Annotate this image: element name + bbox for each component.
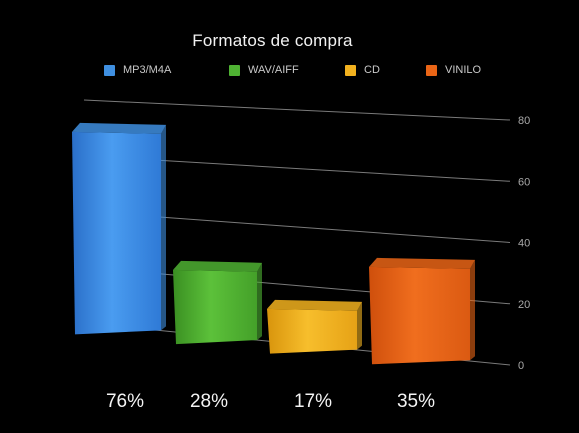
legend-swatch-wav bbox=[229, 64, 240, 76]
legend-label-wav: WAV/AIFF bbox=[248, 64, 299, 76]
legend-swatch-cd bbox=[345, 64, 356, 76]
y-tick-label: 60 bbox=[518, 176, 530, 188]
grid-line-80 bbox=[83, 99, 511, 121]
bar-front-cd bbox=[267, 308, 357, 354]
bar-side-vinilo bbox=[470, 259, 475, 361]
bar-side-cd bbox=[357, 301, 362, 350]
legend-item-vinilo: VINILO bbox=[426, 64, 481, 76]
bar-top-cd bbox=[267, 299, 362, 311]
bar-top-mp3 bbox=[72, 122, 166, 134]
bar-side-mp3 bbox=[161, 124, 166, 331]
legend: MP3/M4A WAV/AIFF CD VINILO bbox=[0, 64, 579, 80]
bar-mp3 bbox=[72, 122, 166, 335]
bar-front-mp3 bbox=[72, 131, 161, 335]
legend-item-mp3: MP3/M4A bbox=[104, 64, 171, 76]
value-label-mp3: 76% bbox=[105, 391, 145, 412]
bars bbox=[72, 122, 475, 365]
legend-label-mp3: MP3/M4A bbox=[123, 64, 172, 76]
value-labels: 76% 28% 17% 35% bbox=[0, 391, 579, 417]
value-label-cd: 17% bbox=[293, 391, 333, 412]
legend-item-wav: WAV/AIFF bbox=[229, 64, 299, 76]
bar-vinilo bbox=[369, 257, 475, 365]
bar-top-wav bbox=[173, 260, 262, 272]
y-tick-label: 80 bbox=[518, 115, 530, 127]
bar-side-wav bbox=[257, 262, 262, 341]
legend-label-cd: CD bbox=[364, 64, 380, 76]
bar-wav bbox=[173, 260, 262, 345]
bar-front-wav bbox=[173, 269, 257, 345]
legend-item-cd: CD bbox=[345, 64, 380, 76]
y-tick-label: 20 bbox=[518, 299, 530, 311]
y-tick-label: 40 bbox=[518, 238, 530, 250]
chart-title: Formatos de compra bbox=[192, 31, 353, 50]
value-label-wav: 28% bbox=[189, 391, 229, 412]
legend-label-vinilo: VINILO bbox=[445, 64, 482, 76]
y-axis-ticks: 0 20 40 60 80 bbox=[518, 115, 530, 372]
legend-swatch-vinilo bbox=[426, 64, 437, 76]
bar-cd bbox=[267, 299, 362, 354]
bar-front-vinilo bbox=[369, 266, 470, 365]
legend-swatch-mp3 bbox=[104, 64, 115, 76]
bar-top-vinilo bbox=[369, 257, 475, 269]
y-tick-label: 0 bbox=[518, 360, 524, 372]
value-label-vinilo: 35% bbox=[396, 391, 436, 412]
